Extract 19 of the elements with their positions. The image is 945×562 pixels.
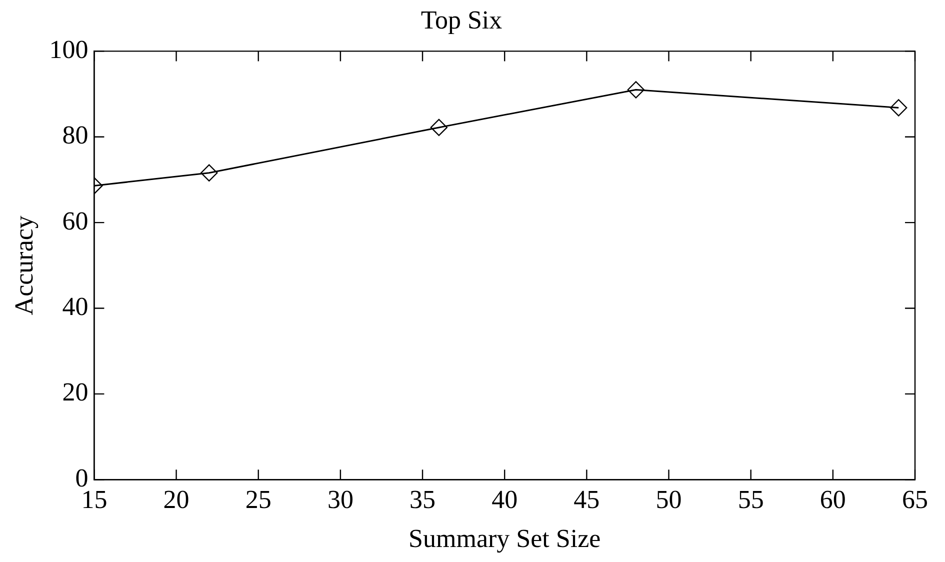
chart-title: Top Six: [420, 5, 502, 34]
y-tick-label: 80: [62, 120, 88, 150]
x-tick-label: 60: [820, 485, 846, 514]
y-tick-label: 40: [62, 292, 88, 322]
y-tick-label: 60: [62, 206, 88, 236]
x-tick-label: 55: [738, 485, 764, 514]
x-tick-label: 35: [410, 485, 436, 514]
x-axis-title: Summary Set Size: [408, 524, 601, 554]
y-axis-title: Accuracy: [9, 216, 38, 316]
x-tick-label: 65: [902, 485, 928, 514]
y-tick-label: 100: [49, 35, 88, 64]
y-tick-label: 0: [75, 463, 88, 492]
x-tick-label: 20: [163, 485, 190, 514]
y-tick-label: 20: [62, 378, 88, 407]
x-tick-label: 30: [327, 485, 354, 514]
x-tick-label: 50: [656, 485, 682, 514]
x-tick-label: 25: [245, 485, 272, 514]
x-tick-label: 45: [574, 485, 600, 514]
x-tick-label: 40: [492, 485, 518, 514]
